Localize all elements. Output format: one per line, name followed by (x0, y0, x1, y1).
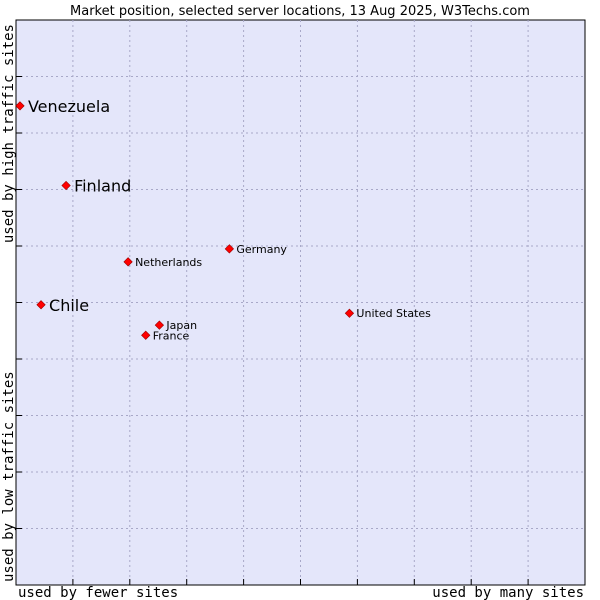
point-label: Netherlands (135, 256, 202, 269)
point-marker (123, 257, 133, 267)
point-japan: Japan (154, 319, 197, 332)
point-chile: Chile (36, 296, 89, 315)
y-axis-label-top: used by high traffic sites (1, 24, 17, 243)
grid-lines (16, 20, 585, 585)
point-marker (344, 308, 355, 318)
y-axis-label-bottom: used by low traffic sites (1, 371, 17, 582)
point-venezuela: Venezuela (15, 97, 110, 116)
point-finland: Finland (61, 177, 131, 196)
point-marker (36, 300, 46, 310)
chart-title: Market position, selected server locatio… (70, 4, 530, 19)
point-marker (141, 330, 151, 340)
point-netherlands: Netherlands (123, 256, 202, 269)
point-label: Chile (49, 296, 89, 315)
point-marker (154, 320, 165, 330)
data-points: Venezuela Finland Chile Germany Netherlands J… (15, 97, 431, 342)
point-marker (61, 180, 71, 191)
point-label: United States (356, 307, 431, 320)
point-label: France (153, 329, 190, 342)
x-axis-label-left: used by fewer sites (18, 585, 178, 600)
point-france: France (141, 329, 190, 342)
point-united-states: United States (344, 307, 431, 320)
point-marker (15, 101, 25, 111)
x-axis-label-right: used by many sites (432, 585, 584, 600)
point-marker (224, 244, 234, 254)
point-label: Finland (74, 177, 131, 196)
point-label: Japan (165, 319, 197, 332)
point-label: Venezuela (28, 97, 110, 116)
point-label: Germany (236, 243, 287, 256)
point-germany: Germany (224, 243, 287, 256)
